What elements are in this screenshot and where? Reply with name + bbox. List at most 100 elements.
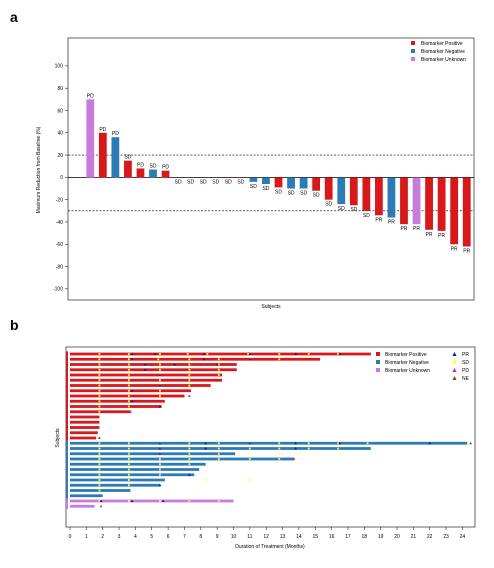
swimmer-x-tick-label: 20 — [394, 534, 400, 540]
swimmer-marker-pr — [187, 473, 191, 476]
swimmer-group-stripe — [66, 361, 68, 368]
swimmer-group-stripe — [66, 356, 68, 362]
swimmer-marker-sd — [127, 358, 130, 361]
panel-b-label: b — [10, 317, 19, 333]
swimmer-marker-pr — [338, 441, 342, 445]
waterfall-legend-entry: Biomarker Unknown — [421, 57, 466, 63]
swimmer-marker-sd — [159, 458, 161, 460]
swimmer-legend-marker-label: NE — [462, 376, 470, 382]
swimmer-marker-sd — [217, 458, 220, 460]
waterfall-reference-lines — [68, 154, 474, 212]
panel-a-label: a — [10, 9, 18, 25]
swimmer-marker-sd — [159, 379, 161, 382]
waterfall-bar-labels: PD PD PD SD PD SD PD SD SD SD SD SD SD SD SD SD SD SD SD SD… — [87, 93, 471, 254]
swimmer-group-stripe — [66, 377, 68, 383]
swimmer-lane-bar — [70, 504, 95, 508]
waterfall-y-tick-label: -60 — [56, 242, 63, 248]
swimmer-marker-sd — [127, 468, 130, 471]
swimmer-y-axis-label: Subjects — [55, 428, 61, 448]
swimmer-marker-sd — [127, 395, 130, 397]
waterfall-bar — [149, 169, 157, 178]
swimmer-group-stripe — [66, 393, 68, 399]
swimmer-marker-sd — [98, 468, 101, 471]
swimmer-group-stripe — [66, 482, 68, 488]
swimmer-marker-sd — [98, 389, 101, 392]
swimmer-group-stripe — [66, 430, 68, 436]
swimmer-marker-sd — [159, 500, 161, 502]
swimmer-x-tick-label: 8 — [199, 534, 202, 540]
swimmer-marker-sd — [248, 447, 251, 450]
swimmer-marker-pd — [292, 457, 296, 460]
swimmer-marker-sd — [204, 479, 207, 481]
swimmer-marker-sd — [98, 363, 101, 366]
swimmer-x-tick-label: 0 — [69, 534, 72, 540]
swimmer-marker-sd — [127, 500, 130, 502]
waterfall-legend-swatch — [411, 41, 415, 45]
swimmer-marker-pr — [248, 357, 252, 361]
swimmer-group-stripe — [66, 440, 68, 446]
swimmer-marker-sd — [127, 379, 130, 382]
waterfall-bar — [349, 177, 358, 206]
waterfall-bar-label: SD — [363, 213, 370, 219]
waterfall-bar-label: PR — [438, 233, 445, 239]
swimmer-lane-bar — [70, 441, 468, 445]
waterfall-legend-swatch — [411, 57, 415, 61]
swimmer-marker-sd — [159, 395, 161, 397]
swimmer-marker-sd — [188, 374, 191, 376]
swimmer-marker-pr — [294, 441, 298, 445]
swimmer-legend-swatch — [376, 352, 380, 356]
swimmer-marker-sd — [98, 489, 101, 492]
swimmer-lane-bar — [70, 447, 371, 450]
swimmer-marker-pr — [161, 499, 165, 502]
swimmer-legend-entry: Biomarker Negative — [385, 360, 429, 366]
swimmer-group-stripe — [66, 367, 68, 373]
swimmer-marker-sd — [337, 447, 340, 450]
waterfall-bar — [337, 177, 346, 205]
swimmer-x-tick-label: 13 — [280, 534, 286, 540]
swimmer-marker-sd — [217, 500, 220, 502]
waterfall-bar-label: PR — [451, 246, 458, 252]
swimmer-group-stripe — [66, 372, 68, 378]
swimmer-x-tick-label: 24 — [460, 534, 466, 540]
swimmer-x-tick-label: 5 — [150, 534, 153, 540]
swimmer-x-tick-label: 1 — [85, 534, 88, 540]
swimmer-marker-sd — [278, 353, 281, 355]
swimmer-marker-pr — [130, 399, 134, 403]
swimmer-lane-bar — [70, 384, 211, 387]
swimmer-marker-sd — [98, 473, 101, 476]
swimmer-marker-sd — [127, 384, 130, 387]
waterfall-bar-label: PR — [413, 226, 420, 232]
swimmer-x-axis-label: Duration of Treatment (Months) — [235, 544, 305, 550]
swimmer-marker-sd — [127, 442, 130, 445]
waterfall-legend: Biomarker Positive Biomarker Negative Biom… — [411, 41, 466, 63]
waterfall-y-axis-label: Maximum Reduction from Baseline (%) — [36, 126, 42, 213]
swimmer-x-tick-label: 7 — [183, 534, 186, 540]
swimmer-marker-pr — [294, 447, 298, 450]
swimmer-lane-bar — [70, 483, 160, 487]
waterfall-bar-label: PR — [388, 219, 395, 225]
swimmer-legend-sd-marker — [453, 360, 456, 364]
swimmer-marker-sd — [217, 368, 220, 371]
waterfall-bar-label: SD — [300, 191, 307, 197]
swimmer-group-stripe — [66, 498, 68, 504]
waterfall-bar-label: SD — [212, 179, 219, 185]
swimmer-marker-sd — [188, 447, 191, 450]
swimmer-x-tick-label: 19 — [378, 534, 384, 540]
swimmer-lane-bar — [70, 420, 100, 424]
swimmer-marker-sd — [188, 368, 191, 371]
waterfall-bar — [111, 137, 120, 178]
swimmer-marker-sd — [127, 479, 130, 481]
swimmer-legend-marker-label: SD — [462, 360, 469, 366]
swimmer-marker-sd — [98, 353, 101, 355]
swimmer-marker-pd — [129, 410, 132, 413]
swimmer-x-tick-label: 12 — [263, 534, 269, 540]
swimmer-marker-sd — [127, 484, 130, 487]
swimmer-marker-ne — [98, 436, 101, 439]
swimmer-x-tick-label: 14 — [296, 534, 302, 540]
waterfall-bar — [412, 177, 421, 225]
swimmer-marker-sd — [248, 479, 251, 481]
swimmer-marker-sd — [98, 358, 101, 361]
waterfall-bar — [462, 177, 471, 247]
swimmer-marker-pr — [143, 363, 147, 366]
swimmer-marker-sd — [127, 452, 130, 455]
